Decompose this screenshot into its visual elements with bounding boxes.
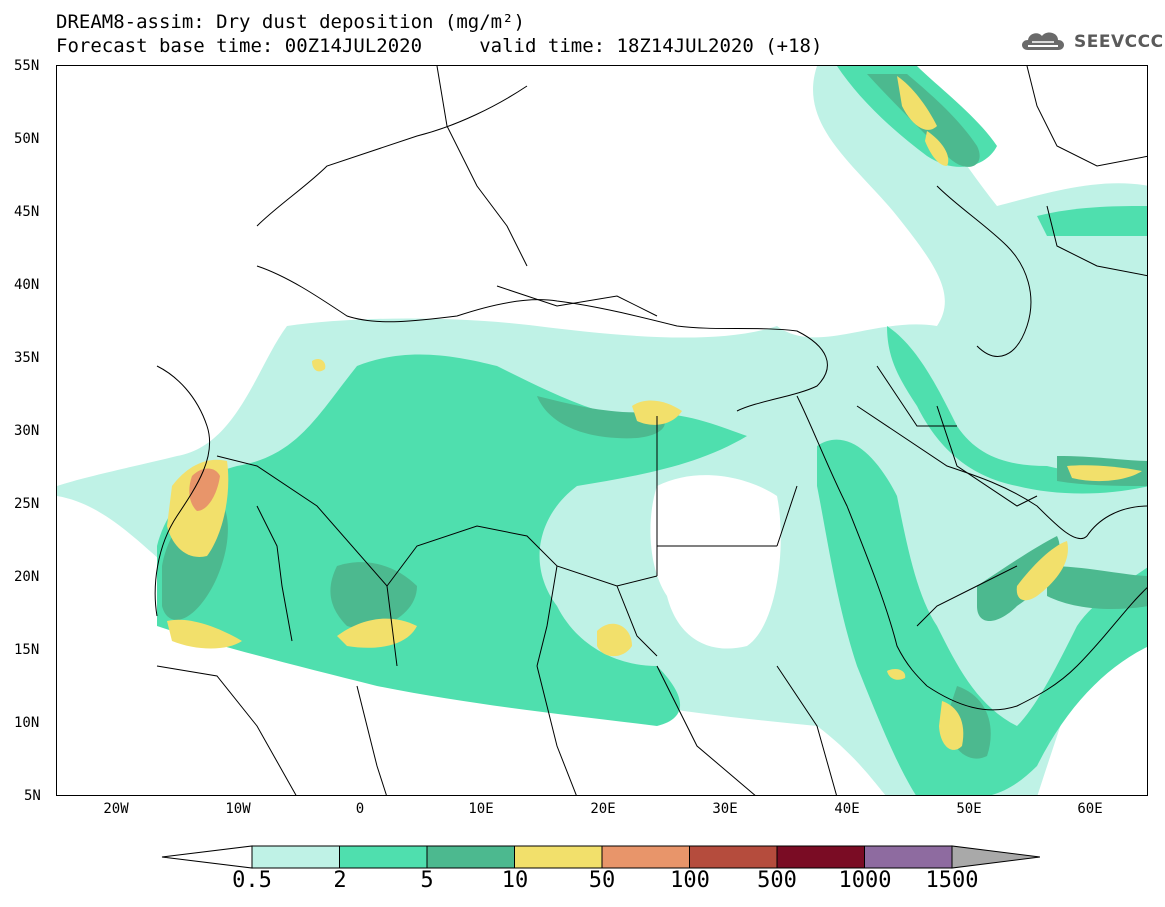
logo-text: SEEVCCC: [1074, 32, 1164, 52]
lat-label-25n: 25N: [14, 496, 40, 512]
legend-swatch: [426, 845, 515, 869]
lat-label-35n: 35N: [14, 350, 40, 366]
legend-swatch: [864, 845, 953, 869]
legend-swatch: [601, 845, 690, 869]
lat-label-20n: 20N: [14, 569, 40, 585]
dust-level-50-region: [189, 468, 220, 511]
legend-label-10: 10: [501, 868, 529, 893]
legend-swatch: [776, 845, 865, 869]
legend-label-5: 5: [420, 868, 434, 893]
legend-colorbar: [161, 845, 1040, 869]
legend-swatch: [689, 845, 778, 869]
legend-label-100: 100: [670, 868, 710, 893]
lat-label-5n: 5N: [24, 788, 41, 804]
legend-swatch: [339, 845, 428, 869]
legend-label-500: 500: [757, 868, 797, 893]
lon-label-20e: 20E: [590, 801, 616, 817]
legend-label-0-5: 0.5: [232, 868, 272, 893]
lat-label-45n: 45N: [14, 204, 40, 220]
dust-map: [56, 65, 1148, 796]
map-title: DREAM8-assim: Dry dust deposition (mg/m²…: [56, 11, 525, 33]
legend-label-1500: 1500: [925, 868, 979, 893]
lon-label-0: 0: [355, 801, 365, 817]
legend-swatch: [514, 845, 603, 869]
lat-label-15n: 15N: [14, 642, 40, 658]
lon-label-10e: 10E: [468, 801, 494, 817]
dust-level-5-region: [162, 74, 1147, 759]
lon-label-60e: 60E: [1077, 801, 1103, 817]
lon-label-20w: 20W: [103, 801, 129, 817]
seevccc-logo: SEEVCCC: [1018, 28, 1164, 56]
legend-low-arrow: [161, 845, 253, 869]
lat-label-40n: 40N: [14, 277, 40, 293]
legend-label-2: 2: [333, 868, 347, 893]
cloud-icon: [1022, 32, 1064, 50]
legend-swatch: [251, 845, 340, 869]
lon-label-10w: 10W: [225, 801, 251, 817]
lat-label-55n: 55N: [14, 58, 40, 74]
lon-label-50e: 50E: [956, 801, 982, 817]
lat-label-30n: 30N: [14, 423, 40, 439]
legend-label-50: 50: [588, 868, 616, 893]
lat-label-10n: 10N: [14, 715, 40, 731]
legend-high-arrow: [951, 845, 1040, 869]
coastlines: [154, 66, 1147, 795]
legend-label-1000: 1000: [838, 868, 892, 893]
dust-map-canvas: [57, 66, 1147, 795]
lon-label-30e: 30E: [712, 801, 738, 817]
map-subtitle: Forecast base time: 00Z14JUL2020 valid t…: [56, 35, 823, 57]
lat-label-50n: 50N: [14, 131, 40, 147]
lon-label-40e: 40E: [834, 801, 860, 817]
